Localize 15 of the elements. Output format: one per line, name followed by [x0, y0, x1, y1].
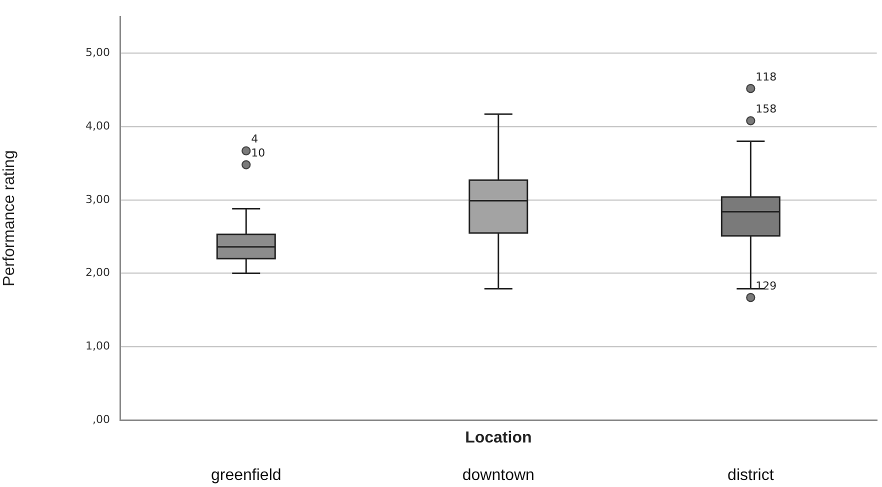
x-axis-title: Location — [465, 429, 532, 446]
y-axis-title: Performance rating — [1, 150, 18, 286]
y-tick-label: 2,00 — [86, 266, 110, 280]
annotation: 10 — [251, 146, 266, 160]
y-tick-label: 3,00 — [86, 192, 110, 206]
x-tick-label: greenfield — [210, 467, 282, 484]
y-tick-label: ,00 — [92, 412, 110, 426]
y-tick-label: 4,00 — [86, 119, 110, 132]
x-tick-label: downtown — [462, 467, 534, 484]
annotation: 4 — [251, 132, 258, 146]
annotation: 118 — [756, 70, 777, 84]
x-tick-label: district — [728, 467, 774, 484]
annotation: 158 — [756, 102, 777, 116]
y-tick-label: 1,00 — [86, 340, 110, 353]
y-tick-label: 5,00 — [86, 46, 110, 60]
